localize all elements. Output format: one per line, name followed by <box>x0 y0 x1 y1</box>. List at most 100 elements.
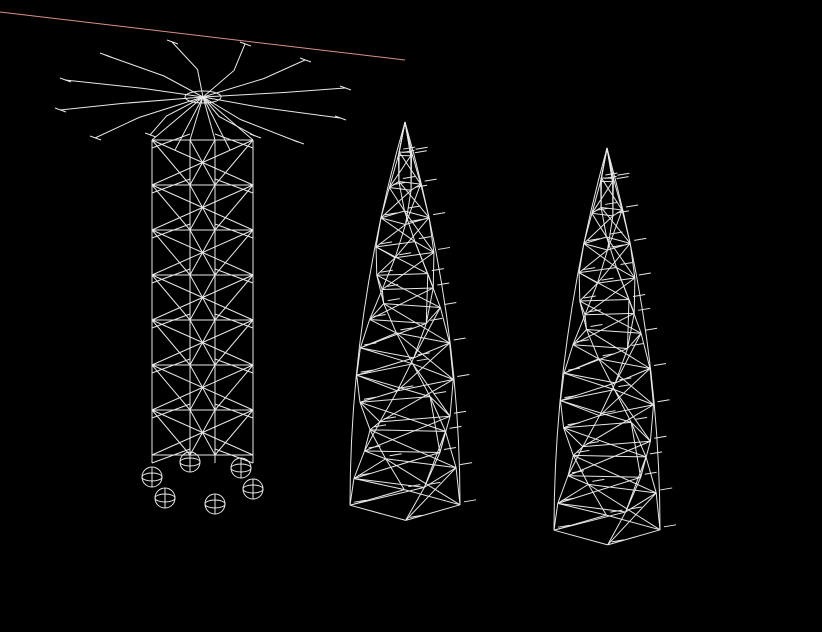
cable <box>202 96 299 143</box>
ring-member <box>412 363 454 380</box>
member <box>214 364 254 411</box>
vertical-member <box>633 277 636 314</box>
marker <box>409 514 422 518</box>
diagonal-member <box>404 210 435 253</box>
ring-member <box>614 389 654 406</box>
ring-member <box>396 332 450 344</box>
marker <box>590 323 603 327</box>
member <box>214 274 254 321</box>
member <box>189 96 204 141</box>
marker <box>299 57 312 63</box>
diagonal-member <box>388 187 405 212</box>
ring-member <box>405 504 461 521</box>
vertical-member <box>455 467 461 505</box>
marker <box>444 302 457 306</box>
ring-member <box>572 344 628 350</box>
diagonal-member <box>383 303 450 344</box>
cable <box>94 96 204 139</box>
vertical-member <box>444 431 457 468</box>
diagonal-member <box>388 155 412 188</box>
ring-member <box>586 328 642 334</box>
marker <box>239 41 252 47</box>
cable <box>64 79 204 98</box>
marker <box>611 539 624 543</box>
diagonal-member <box>369 287 434 320</box>
vertical-member <box>649 368 655 405</box>
diagonal-member <box>359 390 398 403</box>
vertical-member <box>584 282 598 315</box>
vertical-member <box>600 207 608 238</box>
diagonal-member <box>572 446 584 456</box>
vertical-member <box>425 287 434 324</box>
marker <box>380 241 393 245</box>
ring-member <box>364 450 440 453</box>
marker <box>59 77 72 83</box>
ring-member <box>563 372 616 384</box>
vertical-member <box>553 503 559 531</box>
marker <box>453 410 467 414</box>
ring-member <box>573 454 647 458</box>
marker <box>453 337 466 341</box>
ring-member <box>353 458 386 479</box>
member <box>151 409 191 456</box>
ring-member <box>382 287 434 290</box>
member <box>189 319 216 366</box>
marker <box>638 272 651 276</box>
diagonal-member <box>607 492 657 546</box>
marker <box>334 115 347 121</box>
ring-member <box>369 318 427 324</box>
vertical-member <box>582 415 601 447</box>
vertical-member <box>364 421 381 452</box>
diagonal-member <box>579 282 598 302</box>
member <box>214 313 254 329</box>
ring-member <box>563 427 584 448</box>
member <box>214 223 254 239</box>
diagonal-member <box>578 272 630 300</box>
ring-member <box>369 303 385 320</box>
diagonal-member <box>413 307 441 359</box>
marker <box>54 107 67 113</box>
vertical-member <box>563 427 574 456</box>
member <box>151 229 191 276</box>
vertical-member <box>557 475 569 504</box>
ring-member <box>567 475 641 478</box>
vertical-member <box>449 342 454 380</box>
vertical-member <box>645 456 657 494</box>
vertical-member <box>578 272 581 302</box>
marker <box>353 499 367 503</box>
diagonal-member <box>563 415 600 429</box>
member <box>151 223 191 239</box>
marker <box>649 451 663 455</box>
ring-member <box>627 332 642 349</box>
ring-member <box>414 241 435 253</box>
member <box>151 268 191 284</box>
ring-member <box>557 502 626 513</box>
vertical-member <box>396 357 415 392</box>
ring-member <box>553 514 607 531</box>
ring-member <box>376 273 428 276</box>
marker <box>459 462 473 466</box>
diagonal-member <box>394 217 430 259</box>
ring-member <box>376 241 415 248</box>
marker <box>616 176 629 180</box>
marker <box>663 524 677 528</box>
vertical-member <box>612 178 623 211</box>
diagonal-member <box>410 152 413 191</box>
ring-member <box>398 180 421 185</box>
member <box>214 139 254 186</box>
cable <box>59 96 204 111</box>
ring-member <box>583 236 607 245</box>
marker <box>620 262 633 266</box>
marker <box>638 307 651 311</box>
ring-member <box>379 415 451 423</box>
ring-member <box>583 243 608 251</box>
marker <box>577 449 590 453</box>
vertical-member <box>449 379 454 417</box>
marker <box>430 317 443 321</box>
diagonal-member <box>572 312 635 346</box>
member <box>151 358 191 374</box>
diagonal-member <box>583 215 614 244</box>
vertical-member <box>427 273 441 308</box>
diagonal-member <box>404 121 412 156</box>
